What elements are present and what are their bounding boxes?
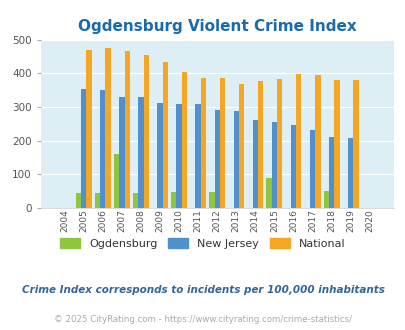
Bar — [239, 84, 244, 208]
Bar — [295, 74, 301, 208]
Bar — [220, 78, 225, 208]
Bar — [266, 178, 271, 208]
Legend: Ogdensburg, New Jersey, National: Ogdensburg, New Jersey, National — [55, 234, 350, 253]
Bar — [290, 125, 295, 208]
Bar — [328, 137, 333, 208]
Bar — [113, 154, 119, 208]
Bar — [171, 192, 176, 208]
Bar — [209, 192, 214, 208]
Bar — [195, 104, 200, 208]
Bar — [214, 110, 220, 208]
Bar — [138, 97, 143, 208]
Bar — [132, 193, 138, 208]
Bar — [81, 89, 86, 208]
Bar — [124, 51, 130, 208]
Bar — [200, 78, 206, 208]
Bar — [314, 75, 320, 208]
Bar — [309, 130, 314, 208]
Bar — [105, 49, 111, 208]
Bar — [276, 79, 282, 208]
Bar — [258, 81, 263, 208]
Bar — [323, 191, 328, 208]
Text: Crime Index corresponds to incidents per 100,000 inhabitants: Crime Index corresponds to incidents per… — [21, 285, 384, 295]
Bar — [86, 50, 92, 208]
Bar — [162, 62, 168, 208]
Bar — [76, 193, 81, 208]
Bar — [271, 122, 276, 208]
Bar — [252, 120, 258, 208]
Bar — [143, 55, 149, 208]
Title: Ogdensburg Violent Crime Index: Ogdensburg Violent Crime Index — [78, 19, 356, 34]
Bar — [119, 97, 124, 208]
Bar — [333, 80, 339, 208]
Bar — [347, 138, 352, 208]
Bar — [233, 111, 239, 208]
Text: © 2025 CityRating.com - https://www.cityrating.com/crime-statistics/: © 2025 CityRating.com - https://www.city… — [54, 315, 351, 324]
Bar — [352, 80, 358, 208]
Bar — [100, 90, 105, 208]
Bar — [181, 72, 187, 208]
Bar — [157, 103, 162, 208]
Bar — [176, 104, 181, 208]
Bar — [94, 193, 100, 208]
